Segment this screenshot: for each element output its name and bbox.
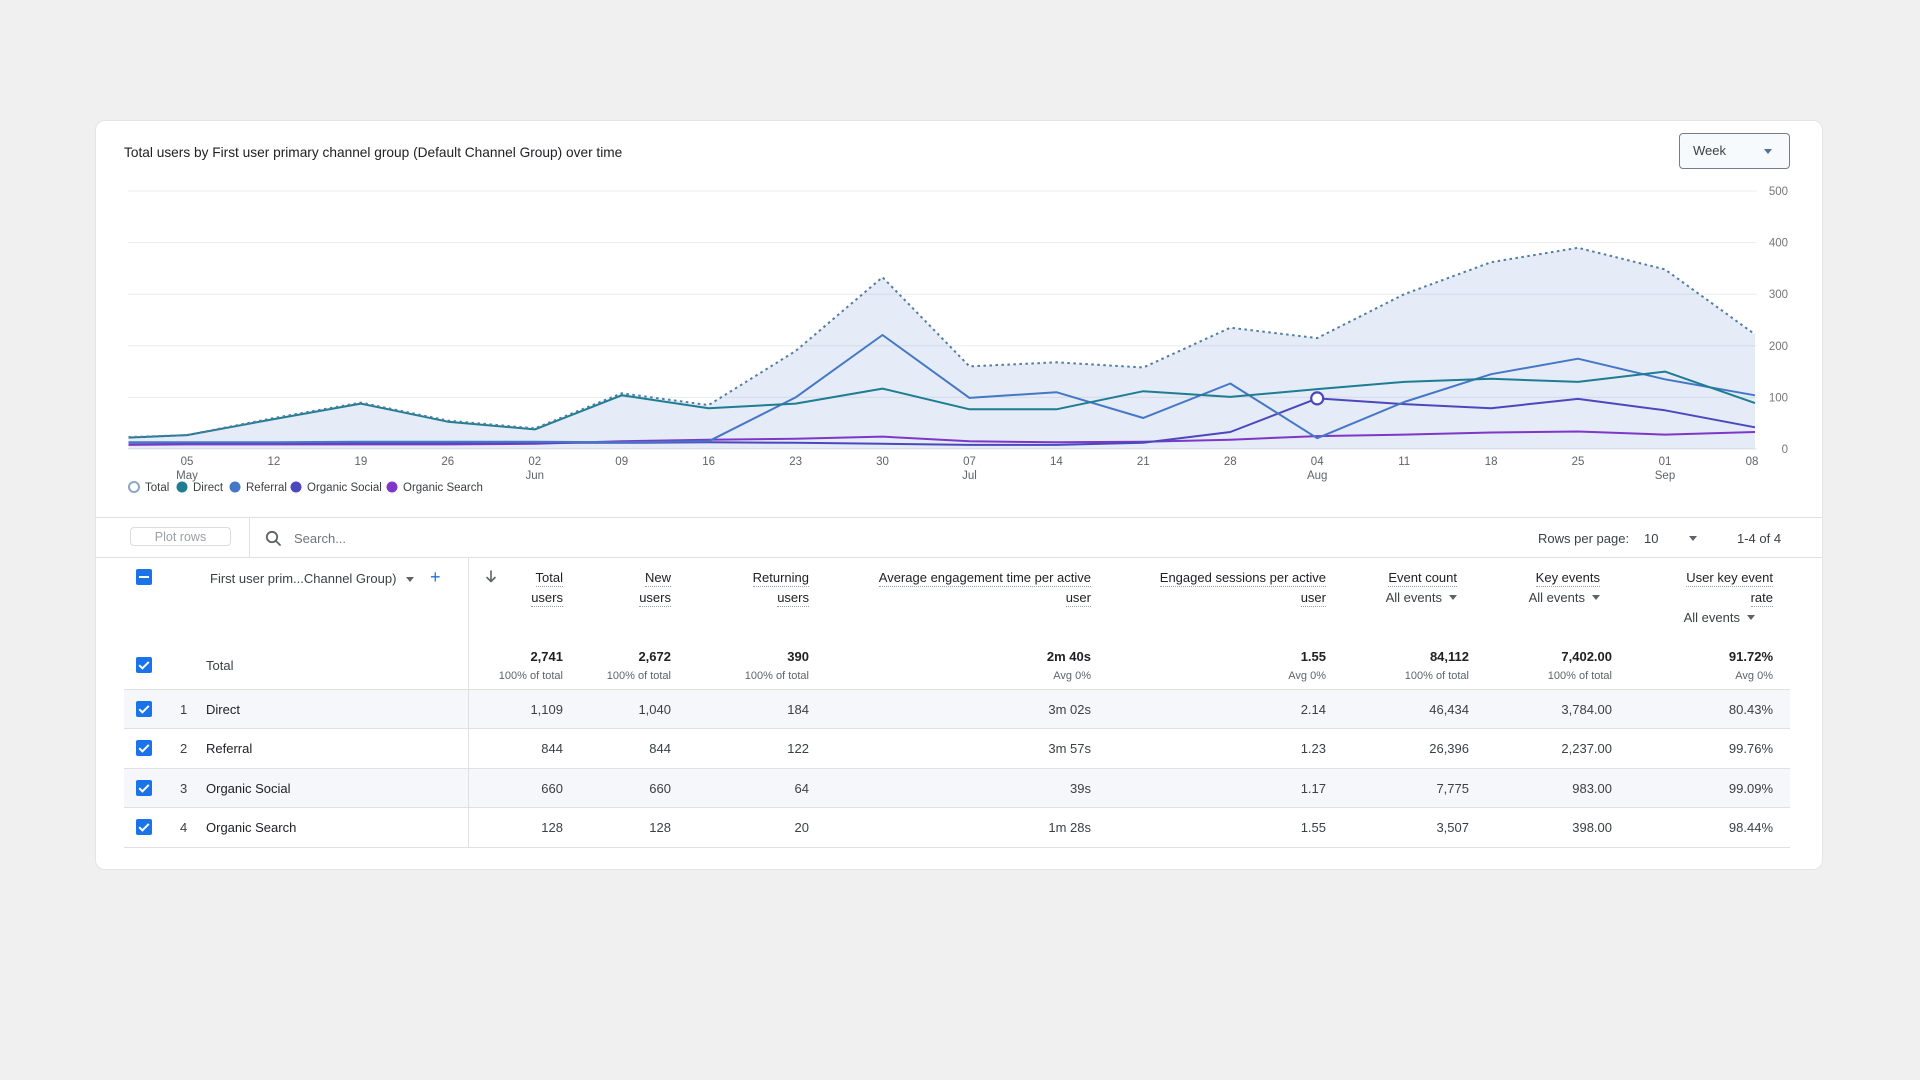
svg-text:Referral: Referral xyxy=(246,482,287,494)
svg-text:Aug: Aug xyxy=(1307,470,1327,482)
svg-text:04: 04 xyxy=(1311,456,1324,468)
svg-text:May: May xyxy=(176,470,198,482)
svg-text:05: 05 xyxy=(181,456,194,468)
svg-text:08: 08 xyxy=(1746,456,1759,468)
svg-text:Organic Search: Organic Search xyxy=(403,482,483,494)
svg-text:400: 400 xyxy=(1769,238,1788,250)
svg-text:11: 11 xyxy=(1398,456,1410,468)
svg-text:07: 07 xyxy=(963,456,976,468)
svg-text:Organic Social: Organic Social xyxy=(307,482,382,494)
svg-text:02: 02 xyxy=(528,456,541,468)
svg-text:0: 0 xyxy=(1782,444,1788,456)
svg-text:18: 18 xyxy=(1485,456,1498,468)
svg-text:Jun: Jun xyxy=(526,470,545,482)
svg-text:Sep: Sep xyxy=(1655,470,1675,482)
svg-text:23: 23 xyxy=(789,456,802,468)
svg-text:25: 25 xyxy=(1572,456,1585,468)
svg-text:30: 30 xyxy=(876,456,889,468)
svg-text:09: 09 xyxy=(615,456,628,468)
svg-text:100: 100 xyxy=(1769,392,1788,404)
svg-text:Direct: Direct xyxy=(193,482,224,494)
svg-text:28: 28 xyxy=(1224,456,1237,468)
svg-text:12: 12 xyxy=(268,456,281,468)
svg-text:26: 26 xyxy=(441,456,454,468)
svg-text:200: 200 xyxy=(1769,341,1788,353)
svg-text:Total: Total xyxy=(145,482,169,494)
svg-text:14: 14 xyxy=(1050,456,1063,468)
svg-text:300: 300 xyxy=(1769,289,1788,301)
svg-text:19: 19 xyxy=(355,456,368,468)
svg-text:16: 16 xyxy=(702,456,715,468)
svg-text:Jul: Jul xyxy=(962,470,977,482)
svg-text:500: 500 xyxy=(1769,186,1788,198)
svg-text:01: 01 xyxy=(1659,456,1672,468)
svg-text:21: 21 xyxy=(1137,456,1150,468)
